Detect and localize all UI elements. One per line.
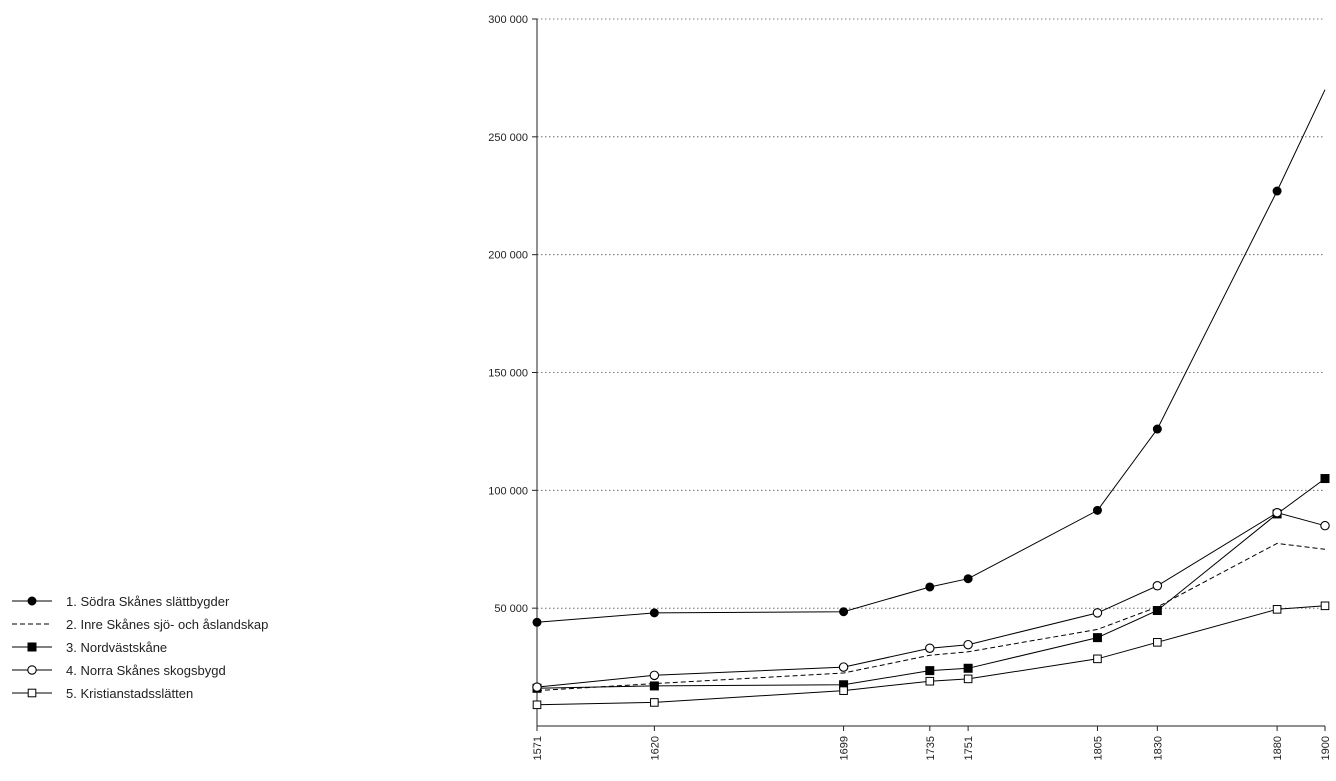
series-line	[536, 512, 1326, 688]
x-tick-label: 1805	[1092, 736, 1104, 760]
data-point	[650, 698, 659, 707]
legend-item: 3. Nordvästskåne	[12, 640, 167, 655]
data-point	[1093, 654, 1102, 664]
legend-marker	[27, 596, 37, 606]
data-point	[1272, 507, 1282, 518]
data-point	[649, 608, 659, 618]
legend: 1. Södra Skånes slättbygder 2. Inre Skåne…	[12, 594, 268, 701]
data-point	[838, 662, 849, 672]
series-4	[532, 507, 1330, 692]
data-point	[649, 670, 660, 681]
legend-label: 4. Norra Skånes skogsbygd	[66, 663, 226, 678]
data-point	[1153, 638, 1162, 647]
data-point	[925, 676, 935, 686]
y-tick-label: 50 000	[494, 603, 528, 615]
legend-item: 5. Kristianstadsslätten	[12, 686, 193, 701]
y-tick-label: 150 000	[488, 368, 528, 380]
x-tick-label: 1699	[839, 736, 851, 760]
series-line	[536, 542, 1326, 692]
data-point	[1152, 606, 1162, 616]
data-point	[963, 674, 973, 684]
data-point	[839, 686, 848, 695]
data-point	[1092, 608, 1103, 618]
data-point	[1092, 505, 1102, 515]
data-point	[532, 682, 542, 692]
x-tick-label: 1830	[1152, 736, 1164, 760]
data-point	[839, 607, 849, 617]
series-2	[536, 542, 1326, 692]
legend-marker	[27, 642, 37, 652]
legend-label: 5. Kristianstadsslätten	[66, 686, 193, 701]
data-point	[925, 582, 935, 592]
legend-item: 2. Inre Skånes sjö- och åslandskap	[12, 617, 268, 632]
series-lines	[532, 89, 1330, 710]
x-tick-label: 1880	[1272, 736, 1284, 760]
data-point	[1152, 581, 1163, 591]
data-point	[1152, 424, 1162, 434]
legend-label: 3. Nordvästskåne	[66, 640, 167, 655]
y-tick-label: 200 000	[488, 250, 528, 262]
data-point	[925, 666, 935, 676]
series-5	[532, 601, 1330, 710]
legend-item: 1. Södra Skånes slättbygder	[12, 594, 230, 609]
data-point	[963, 639, 973, 650]
data-point	[532, 700, 542, 710]
data-point	[1272, 186, 1282, 196]
x-tick-label: 1900	[1320, 736, 1332, 760]
legend-marker	[27, 688, 37, 698]
legend-item: 4. Norra Skånes skogsbygd	[12, 663, 226, 678]
data-point	[1320, 520, 1330, 531]
x-tick-label: 1735	[925, 736, 937, 760]
data-point	[925, 643, 935, 653]
x-tick-label: 1620	[649, 736, 661, 760]
legend-label: 2. Inre Skånes sjö- och åslandskap	[66, 617, 268, 632]
series-line	[536, 89, 1326, 623]
x-tick-label: 1571	[532, 736, 544, 760]
data-point	[1320, 474, 1330, 484]
data-point	[1272, 605, 1282, 614]
y-tick-label: 100 000	[488, 485, 528, 497]
x-tick-label: 1751	[963, 736, 975, 760]
legend-marker	[27, 665, 37, 675]
axes: 50 000 100 000 150 000 200 000 250 000 300 00…	[488, 14, 1332, 760]
series-1	[532, 89, 1326, 627]
data-point	[963, 574, 973, 584]
data-point	[963, 663, 973, 673]
data-point	[1320, 601, 1330, 611]
gridlines	[537, 18, 1325, 609]
y-tick-label: 250 000	[488, 132, 528, 144]
data-point	[649, 681, 659, 691]
y-tick-label: 300 000	[488, 14, 528, 26]
data-point	[532, 617, 542, 627]
legend-label: 1. Södra Skånes slättbygder	[66, 594, 230, 609]
data-point	[1092, 633, 1102, 643]
